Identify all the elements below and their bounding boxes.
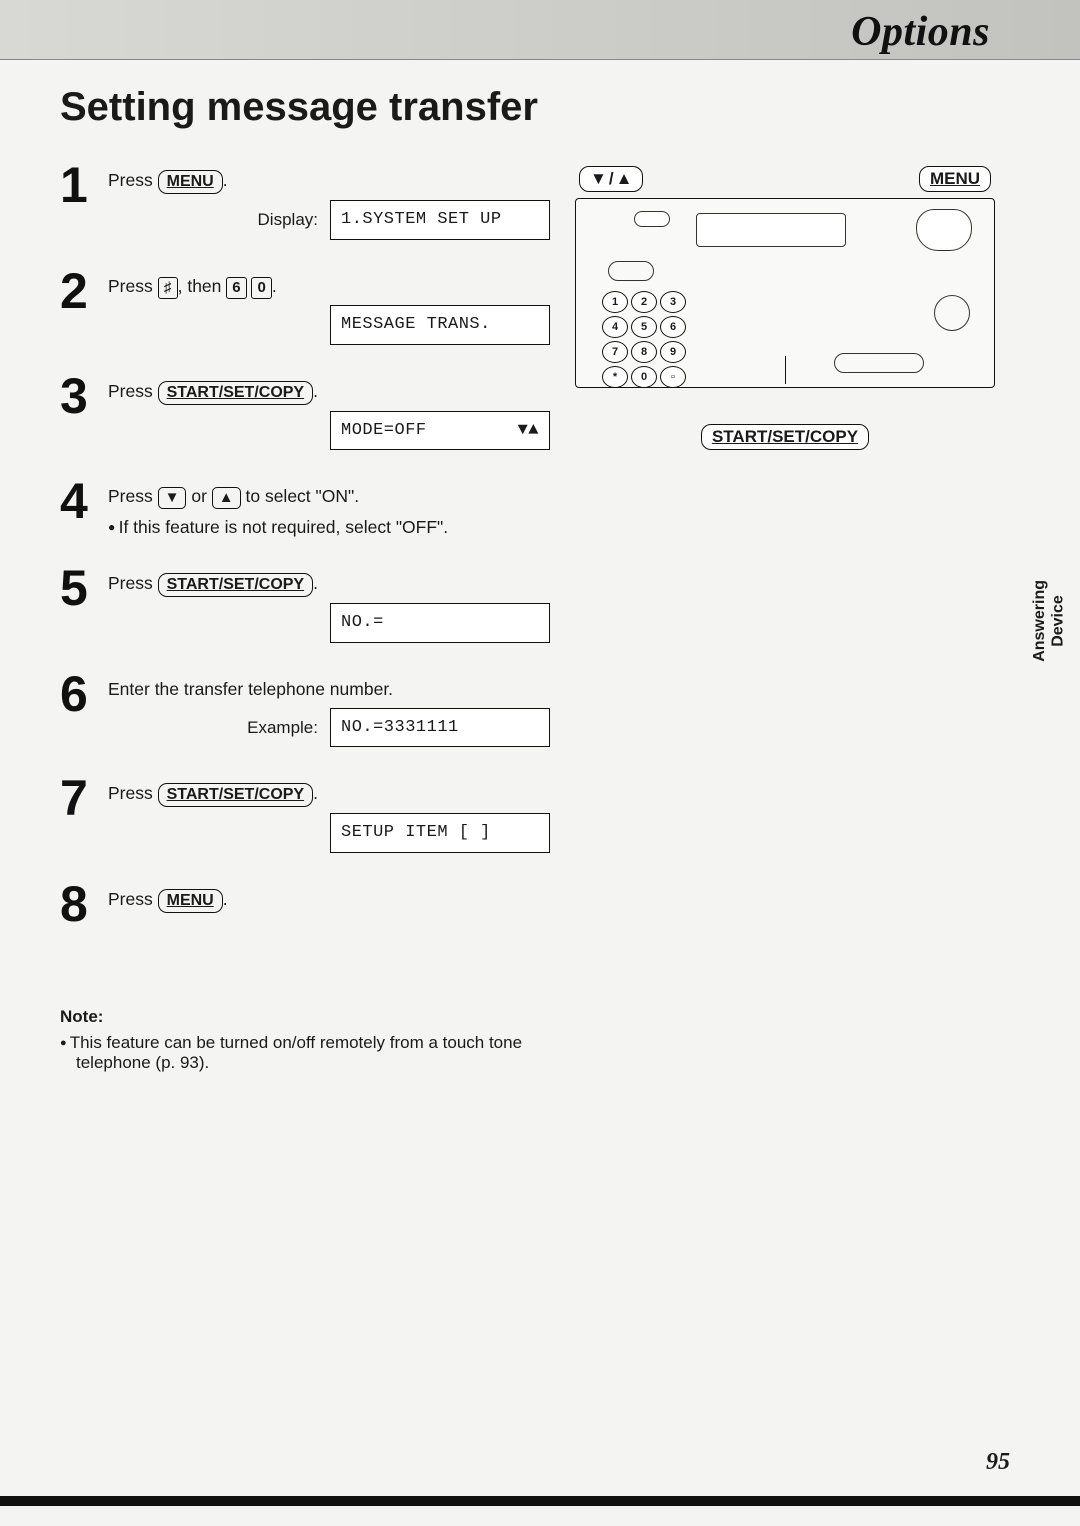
footer-rule [0,1496,1080,1506]
step-body: Press START/SET/COPY. NO.= [108,563,550,651]
arrow-up: ▲ [212,487,241,509]
lcd-display: NO.= [330,603,550,643]
step-2: 2Press ♯, then 6 0. MESSAGE TRANS. [60,266,550,353]
step-instruction: Press ▼ or ▲ to select "ON". [108,484,550,509]
lcd-display: NO.=3331111 [330,708,550,748]
key-hash: ♯ [158,277,178,299]
note-item: This feature can be turned on/off remote… [60,1033,580,1073]
step-6: 6Enter the transfer telephone number. Exa… [60,669,550,755]
lcd-display: MESSAGE TRANS. [330,305,550,345]
step-number: 2 [60,266,108,316]
device-figure-column: ▼/▲ MENU 123 456 789 *0▫ START/SET/COPY [575,160,1020,947]
step-number: 5 [60,563,108,613]
step-number: 1 [60,160,108,210]
device-key: 2 [631,291,657,313]
step-body: Press MENU. [108,879,550,919]
step-number: 4 [60,476,108,526]
device-key: 8 [631,341,657,363]
step-instruction: Press START/SET/COPY. [108,781,550,807]
display-label: Example: [108,716,318,740]
start_set_copy-button: START/SET/COPY [158,783,314,807]
step-body: Press ♯, then 6 0. MESSAGE TRANS. [108,266,550,353]
note-block: Note: This feature can be turned on/off … [60,1007,580,1073]
menu-button: MENU [158,889,223,913]
step-instruction: Press ♯, then 6 0. [108,274,550,299]
start-set-copy-label: START/SET/COPY [701,424,869,450]
step-number: 3 [60,371,108,421]
step-instruction: Press START/SET/COPY. [108,571,550,597]
arrow-keys-label: ▼/▲ [579,166,643,192]
device-key: 9 [660,341,686,363]
display-label: Display: [108,208,318,232]
device-key: ▫ [660,366,686,388]
step-number: 7 [60,773,108,823]
step-instruction: Press MENU. [108,887,550,913]
step-body: Press MENU. Display: 1.SYSTEM SET UP [108,160,550,248]
step-7: 7Press START/SET/COPY. SETUP ITEM [ ] [60,773,550,861]
header-section-title: Options [851,8,990,56]
step-8: 8Press MENU. [60,879,550,929]
step-body: Press START/SET/COPY. MODE=OFF▼▲ [108,371,550,459]
device-key: 4 [602,316,628,338]
key-k6: 6 [226,277,246,299]
step-body: Press ▼ or ▲ to select "ON". If this feat… [108,476,550,545]
start_set_copy-button: START/SET/COPY [158,573,314,597]
page-number: 95 [986,1449,1010,1476]
step-body: Enter the transfer telephone number. Exam… [108,669,550,755]
side-tab: AnsweringDevice [1031,580,1068,662]
step-number: 8 [60,879,108,929]
arrow-down: ▼ [158,487,187,509]
lcd-display: 1.SYSTEM SET UP [330,200,550,240]
device-key: 6 [660,316,686,338]
step-sub-bullet: If this feature is not required, select … [108,515,550,540]
page-title: Setting message transfer [60,85,1020,130]
lcd-display: SETUP ITEM [ ] [330,813,550,853]
device-key: 7 [602,341,628,363]
key-k0: 0 [251,277,271,299]
note-heading: Note: [60,1007,580,1027]
start_set_copy-button: START/SET/COPY [158,381,314,405]
step-instruction: Enter the transfer telephone number. [108,677,550,702]
step-instruction: Press START/SET/COPY. [108,379,550,405]
device-key: * [602,366,628,388]
step-1: 1Press MENU. Display: 1.SYSTEM SET UP [60,160,550,248]
step-number: 6 [60,669,108,719]
steps-column: 1Press MENU.Display:1.SYSTEM SET UP2Pres… [60,160,550,947]
device-key: 3 [660,291,686,313]
step-4: 4Press ▼ or ▲ to select "ON". If this fea… [60,476,550,545]
step-3: 3Press START/SET/COPY. MODE=OFF▼▲ [60,371,550,459]
device-key: 1 [602,291,628,313]
lcd-display: MODE=OFF▼▲ [330,411,550,451]
device-key: 0 [631,366,657,388]
step-instruction: Press MENU. [108,168,550,194]
step-body: Press START/SET/COPY. SETUP ITEM [ ] [108,773,550,861]
header-banner: Options [0,0,1080,60]
menu-button: MENU [158,170,223,194]
device-key: 5 [631,316,657,338]
menu-button-label: MENU [919,166,991,192]
step-5: 5Press START/SET/COPY. NO.= [60,563,550,651]
